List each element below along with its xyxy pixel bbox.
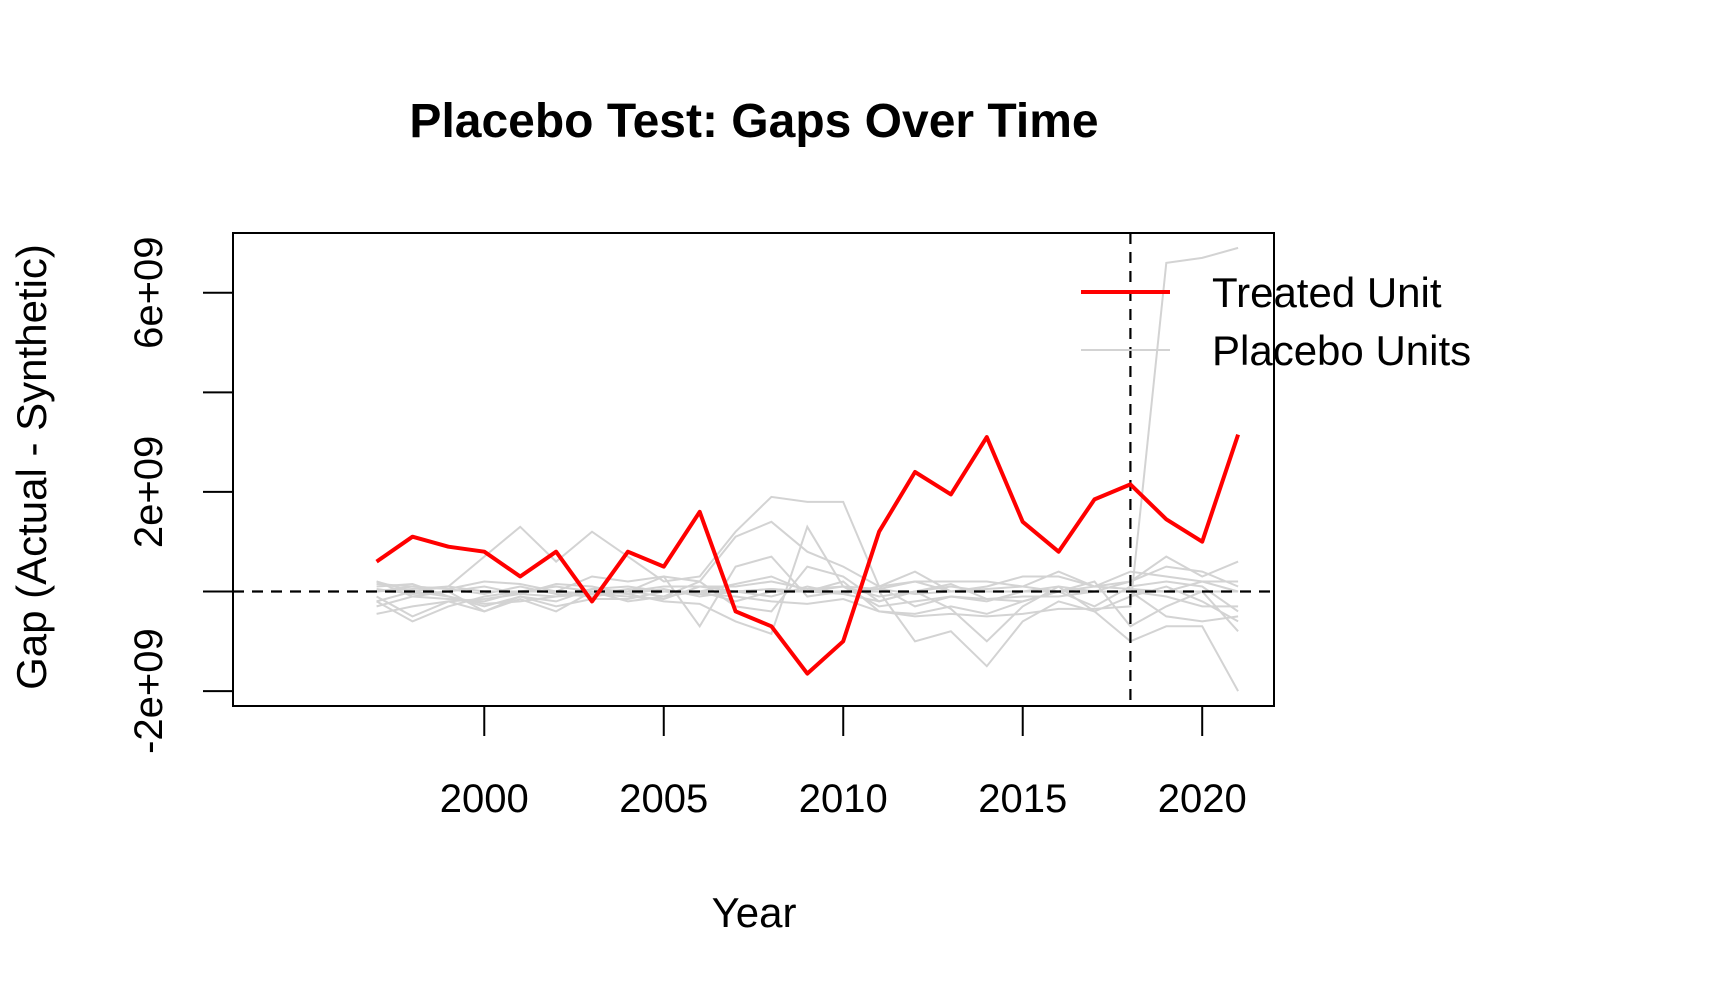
x-axis-label: Year [712,889,797,936]
x-tick-label-2015: 2015 [978,777,1067,821]
x-tick-label-2005: 2005 [619,777,708,821]
plot-area [233,233,1274,706]
chart-title: Placebo Test: Gaps Over Time [409,95,1098,148]
legend-label-2: Placebo Units [1212,327,1471,374]
x-tick-label-2010: 2010 [799,777,888,821]
y-tick-label-4: 6e+09 [127,237,171,349]
treated-series-line [375,433,1240,676]
y-tick-label-2: 2e+09 [127,436,171,548]
y-axis-label: Gap (Actual - Synthetic) [8,244,55,690]
x-tick-label-2020: 2020 [1158,777,1247,821]
placebo-series-line-5 [376,524,1239,643]
x-tick-label-2000: 2000 [440,777,529,821]
legend: Treated Unit Placebo Units [1081,269,1471,374]
placebo-series-line-2 [376,495,1239,593]
plot-frame [232,232,1275,707]
y-tick-label-0: -2e+09 [127,628,171,754]
placebo-series-line-10 [376,580,1239,601]
placebo-series-line-1 [376,246,1239,618]
legend-label-1: Treated Unit [1212,269,1442,316]
axes: 2000 2005 2010 2015 2020 -2e+09 2e+09 6e+09 [127,232,1275,821]
